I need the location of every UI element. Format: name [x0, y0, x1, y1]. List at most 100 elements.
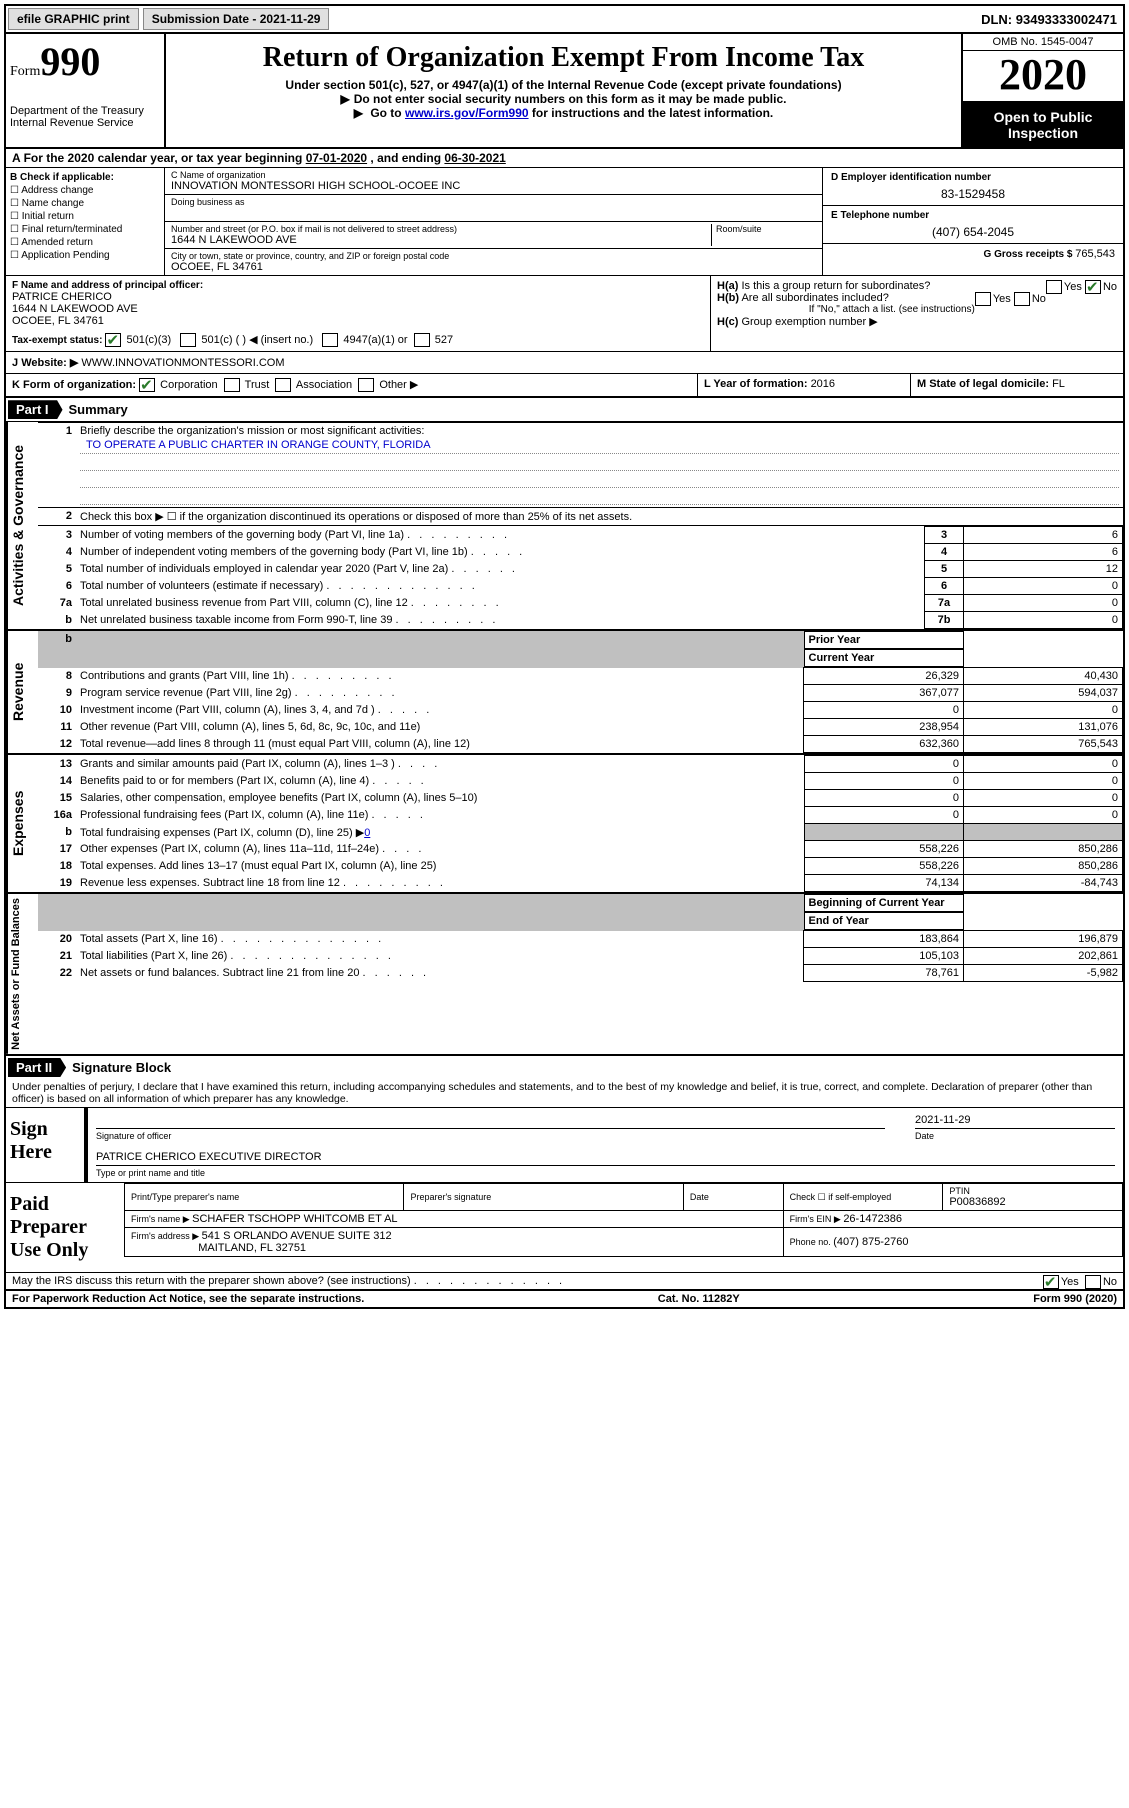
- prior-year-hdr: Prior Year: [804, 631, 964, 649]
- discuss-yes[interactable]: [1043, 1275, 1059, 1289]
- cb-name-change[interactable]: ☐ Name change: [10, 198, 160, 209]
- discuss-question: May the IRS discuss this return with the…: [12, 1275, 411, 1287]
- sign-here-block: Sign Here Signature of officer 2021-11-2…: [6, 1108, 1123, 1183]
- ag-numeric-table: 3Number of voting members of the governi…: [38, 526, 1123, 629]
- header-right: OMB No. 1545-0047 2020 Open to Public In…: [961, 34, 1123, 147]
- ha-yes[interactable]: [1046, 280, 1062, 294]
- addr-value: 1644 N LAKEWOOD AVE: [171, 234, 711, 246]
- ein-cell: D Employer identification number 83-1529…: [823, 168, 1123, 206]
- opt-4947: 4947(a)(1) or: [343, 334, 407, 346]
- l4-key: 4: [925, 544, 964, 561]
- ein-label: D Employer identification number: [831, 172, 1115, 183]
- l9-curr: 594,037: [964, 685, 1123, 702]
- l11-prior: 238,954: [804, 719, 964, 736]
- chk-527[interactable]: [414, 333, 430, 347]
- box-b-title: B Check if applicable:: [10, 172, 160, 183]
- room-label: Room/suite: [716, 224, 816, 234]
- opt-501c: 501(c) ( ) ◀ (insert no.): [201, 334, 313, 346]
- part1-header: Part I Summary: [6, 398, 1123, 422]
- header-sub2: Do not enter social security numbers on …: [176, 92, 951, 106]
- part2-tag: Part II: [8, 1058, 66, 1077]
- no-label: No: [1032, 293, 1046, 305]
- gross-receipts-cell: G Gross receipts $ 765,543: [823, 244, 1123, 275]
- cb-initial-return[interactable]: ☐ Initial return: [10, 211, 160, 222]
- org-name-value: INNOVATION MONTESSORI HIGH SCHOOL-OCOEE …: [171, 180, 816, 192]
- revenue-table: bPrior YearCurrent Year 8Contributions a…: [38, 631, 1123, 753]
- chk-trust[interactable]: [224, 378, 240, 392]
- l21-desc: Total liabilities (Part X, line 26): [80, 950, 227, 962]
- form-org-label: K Form of organization:: [12, 379, 136, 391]
- chk-assoc[interactable]: [275, 378, 291, 392]
- efile-print-button[interactable]: efile GRAPHIC print: [8, 8, 139, 30]
- period-text: For the 2020 calendar year, or tax year …: [24, 151, 306, 165]
- year-formation-val: 2016: [811, 378, 835, 390]
- city-label: City or town, state or province, country…: [171, 251, 816, 261]
- org-name-label: C Name of organization: [171, 170, 816, 180]
- l19-curr: -84,743: [964, 875, 1123, 892]
- header-sub3: Go to www.irs.gov/Form990 for instructio…: [176, 106, 951, 120]
- l8-desc: Contributions and grants (Part VIII, lin…: [80, 670, 289, 682]
- discuss-no[interactable]: [1085, 1275, 1101, 1289]
- phone-value: (407) 654-2045: [831, 225, 1115, 239]
- prep-name-label: Print/Type preparer's name: [131, 1192, 397, 1202]
- cb-application-pending[interactable]: ☐ Application Pending: [10, 250, 160, 261]
- box-k: K Form of organization: Corporation Trus…: [6, 374, 697, 396]
- officer-name: PATRICE CHERICO: [12, 291, 704, 303]
- cb-amended-return[interactable]: ☐ Amended return: [10, 237, 160, 248]
- hb-yes[interactable]: [975, 292, 991, 306]
- l22-desc: Net assets or fund balances. Subtract li…: [80, 967, 359, 979]
- l20-end: 196,879: [964, 931, 1123, 948]
- website-label: Website: ▶: [21, 357, 78, 369]
- hb-text: Are all subordinates included?: [741, 292, 888, 304]
- l5-desc: Total number of individuals employed in …: [80, 563, 448, 575]
- cb-label: Name change: [22, 198, 84, 209]
- box-b: B Check if applicable: ☐ Address change …: [6, 168, 165, 275]
- omb-number: OMB No. 1545-0047: [963, 34, 1123, 51]
- side-expenses: Expenses: [6, 755, 38, 892]
- chk-501c[interactable]: [180, 333, 196, 347]
- l10-desc: Investment income (Part VIII, column (A)…: [80, 704, 375, 716]
- chk-501c3[interactable]: [105, 333, 121, 347]
- irs-link[interactable]: www.irs.gov/Form990: [405, 106, 529, 120]
- l15-prior: 0: [805, 790, 964, 807]
- l9-desc: Program service revenue (Part VIII, line…: [80, 687, 292, 699]
- cb-final-return[interactable]: ☐ Final return/terminated: [10, 224, 160, 235]
- l17-desc: Other expenses (Part IX, column (A), lin…: [80, 843, 379, 855]
- phone-label: E Telephone number: [831, 210, 1115, 221]
- l10-prior: 0: [804, 702, 964, 719]
- l21-end: 202,861: [964, 948, 1123, 965]
- chk-4947[interactable]: [322, 333, 338, 347]
- sign-content: Signature of officer 2021-11-29 Date PAT…: [84, 1108, 1123, 1182]
- form-num: 990: [40, 39, 100, 84]
- l7a-desc: Total unrelated business revenue from Pa…: [80, 597, 408, 609]
- box-klm: K Form of organization: Corporation Trus…: [6, 374, 1123, 398]
- l3-val: 6: [964, 527, 1123, 544]
- l16b-val: 0: [364, 827, 370, 839]
- l17-prior: 558,226: [805, 841, 964, 858]
- l14-desc: Benefits paid to or for members (Part IX…: [80, 775, 369, 787]
- box-f: F Name and address of principal officer:…: [6, 276, 710, 351]
- footer-left: For Paperwork Reduction Act Notice, see …: [12, 1293, 364, 1305]
- l14-prior: 0: [805, 773, 964, 790]
- l13-prior: 0: [805, 756, 964, 773]
- cb-address-change[interactable]: ☐ Address change: [10, 185, 160, 196]
- l16a-curr: 0: [964, 807, 1123, 824]
- city-value: OCOEE, FL 34761: [171, 261, 816, 273]
- prep-date-label: Date: [690, 1192, 777, 1202]
- l8-curr: 40,430: [964, 668, 1123, 685]
- header-sub1: Under section 501(c), 527, or 4947(a)(1)…: [176, 78, 951, 92]
- yes-label: Yes: [993, 293, 1011, 305]
- ha-no[interactable]: [1085, 280, 1101, 294]
- hb-no[interactable]: [1014, 292, 1030, 306]
- l7a-key: 7a: [925, 595, 964, 612]
- tax-period-line: A For the 2020 calendar year, or tax yea…: [6, 149, 1123, 168]
- firm-label: Firm's name ▶: [131, 1214, 192, 1224]
- opt-527: 527: [435, 334, 453, 346]
- submission-date-button[interactable]: Submission Date - 2021-11-29: [143, 8, 330, 30]
- chk-other[interactable]: [358, 378, 374, 392]
- yes-label: Yes: [1061, 1276, 1079, 1288]
- opt-other: Other ▶: [379, 379, 418, 391]
- beg-year-hdr: Beginning of Current Year: [804, 894, 964, 912]
- opt-501c3: 501(c)(3): [127, 334, 172, 346]
- chk-corp[interactable]: [139, 378, 155, 392]
